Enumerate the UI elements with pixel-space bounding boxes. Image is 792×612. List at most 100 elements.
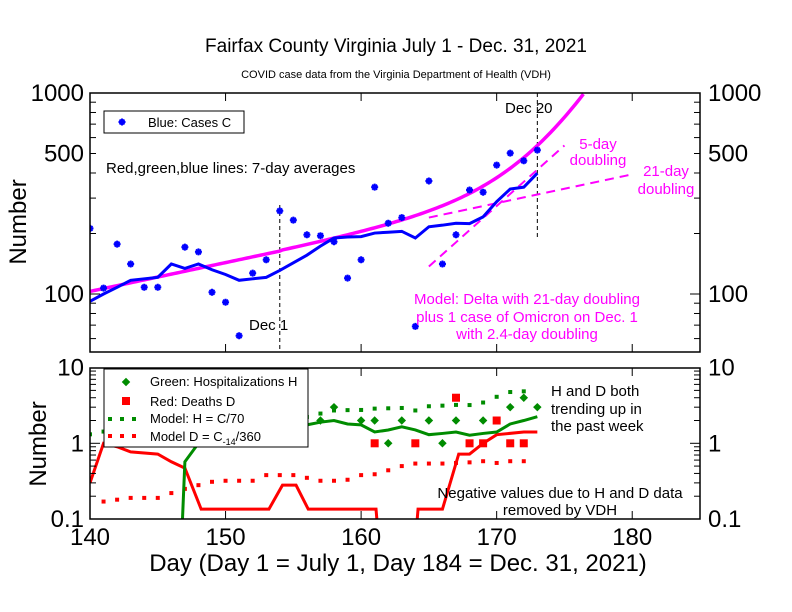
hospitalization-point [478, 416, 488, 425]
model-d-dot [399, 464, 404, 469]
five-day-doubling-line [428, 144, 566, 268]
case-point [181, 243, 189, 251]
case-point [276, 207, 284, 215]
legend-hosp-diamond-icon [121, 377, 131, 387]
case-point [100, 284, 108, 292]
model-note-1: Model: Delta with 21-day doubling [414, 291, 640, 308]
model-d-dot [494, 460, 499, 465]
model-h-dot [318, 411, 323, 416]
case-point [384, 219, 392, 227]
x-tick-label: 150 [206, 524, 246, 551]
five-day-label-2: doubling [570, 152, 627, 169]
y-tick-label-right: 1000 [708, 80, 761, 107]
y-tick-label-right: 100 [708, 281, 748, 308]
hospitalizations-deaths-panel: 140 150 160 170 180 10 10 1 1 0.1 0.1 Number Day (… [25, 355, 741, 577]
model-d-dot [155, 495, 160, 500]
model-d-dot [101, 499, 106, 504]
case-point [235, 332, 243, 340]
model-d-dot [250, 478, 255, 483]
cases-legend: Blue: Cases C [103, 110, 245, 134]
hospitalization-point [451, 416, 461, 425]
legend-model-d-dot-icon [108, 434, 112, 438]
hospitalization-point [438, 439, 447, 448]
five-day-label-1: 5-day [579, 136, 617, 153]
y-tick-label-left: 10 [57, 355, 84, 382]
model-d-dot [372, 472, 377, 477]
y-tick-label-right: 0.1 [708, 506, 741, 533]
trend-note-1: H and D both [551, 383, 639, 400]
case-point [208, 288, 216, 296]
model-d-dot [413, 461, 418, 466]
y-tick-label-right: 500 [708, 141, 748, 168]
legend-model-h-dot-icon [132, 417, 136, 421]
case-point [506, 149, 514, 157]
x-tick-label: 140 [70, 524, 110, 551]
death-point [465, 439, 474, 448]
twentyone-day-label-1: 21-day [643, 163, 689, 180]
case-point [411, 322, 419, 330]
x-tick-label: 170 [477, 524, 517, 551]
model-d-dot [521, 459, 526, 464]
chart-title: Fairfax County Virginia July 1 - Dec. 31… [205, 36, 587, 57]
hospitalization-point [356, 416, 366, 425]
x-tick-label: 180 [612, 524, 652, 551]
negative-note-2: removed by VDH [503, 502, 617, 519]
model-d-dot [223, 478, 228, 483]
hospitalization-point [370, 416, 379, 425]
model-d-dot [196, 483, 201, 488]
cases-legend-box [103, 110, 245, 134]
model-h-dot [481, 400, 486, 405]
case-point [425, 177, 433, 185]
cases-7day-line [90, 172, 539, 303]
y-tick-label-left: 1 [71, 430, 84, 457]
y-tick-label-left: 100 [44, 281, 84, 308]
deaths-7day-line [90, 430, 538, 519]
hd-legend: Green: Hospitalizations H Red: Deaths D … [103, 368, 309, 448]
case-point [194, 248, 202, 256]
model-h-dot [467, 403, 472, 408]
trend-note-3: the past week [551, 418, 644, 435]
cases-y-axis-label: Number [5, 179, 32, 264]
hospitalization-point [329, 402, 339, 412]
hospitalization-point [383, 439, 393, 448]
case-point [371, 183, 379, 191]
model-h-dot [426, 404, 431, 409]
model-d-dot [426, 461, 431, 466]
death-point [370, 439, 379, 448]
cases-plot-frame [89, 92, 701, 353]
model-d-dot [128, 495, 133, 500]
x-axis-label: Day (Day 1 = July 1, Day 184 = Dec. 31, … [149, 550, 647, 577]
case-point [398, 214, 406, 222]
model-h-dot [372, 406, 377, 411]
model-d-dot [440, 461, 445, 466]
death-point [452, 393, 460, 402]
y-tick-label-right: 1 [708, 430, 721, 457]
y-tick-label-left: 1000 [31, 80, 84, 107]
case-point [533, 146, 541, 154]
case-point [330, 238, 338, 246]
case-point [289, 216, 297, 224]
hospitalization-point [424, 416, 434, 425]
legend-cases-label: Blue: Cases C [148, 115, 231, 130]
model-d-dot [359, 473, 364, 478]
model-d-dot [318, 478, 323, 483]
hospitalization-point [533, 402, 542, 412]
model-d-dot [169, 491, 174, 496]
case-point [466, 186, 474, 194]
model-note-3: with 2.4-day doubling [455, 326, 598, 343]
case-point [262, 256, 270, 264]
death-point [479, 439, 488, 448]
negative-note-1: Negative values due to H and D data [437, 485, 683, 502]
twentyone-day-label-2: doubling [638, 181, 695, 198]
model-h-dot [508, 390, 513, 395]
y-tick-label-left: 0.1 [51, 506, 84, 533]
chart-subtitle: COVID case data from the Virginia Depart… [241, 69, 551, 81]
cases-panel: 1000 1000 500 500 100 100 Number Blue: Cases … [5, 80, 761, 353]
trend-note-2: trending up in [551, 401, 642, 418]
twentyone-day-doubling-line [428, 173, 633, 219]
model-h-dot [454, 402, 458, 407]
model-d-dot [291, 473, 296, 478]
legend-model-d-dot-icon [120, 434, 124, 438]
model-note-2: plus 1 case of Omicron on Dec. 1 [416, 309, 638, 326]
legend-hosp-label: Green: Hospitalizations H [150, 374, 297, 389]
